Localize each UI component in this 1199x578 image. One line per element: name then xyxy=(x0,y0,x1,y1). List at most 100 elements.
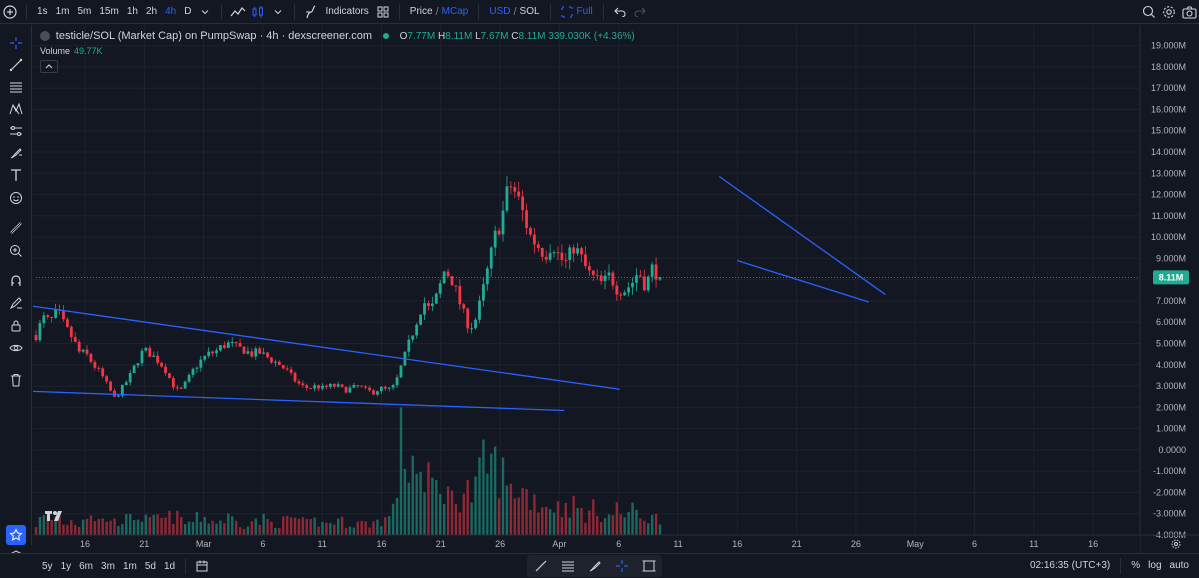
mcap-toggle[interactable]: MCap xyxy=(441,5,469,17)
candle-body xyxy=(525,210,528,229)
candle-body xyxy=(222,345,226,348)
trendline-lower-wedge-1[interactable] xyxy=(33,390,565,412)
trend-line-icon[interactable] xyxy=(6,55,26,75)
indicators-button[interactable]: Indicators xyxy=(325,5,369,17)
y-tick-label: 19.000M xyxy=(1151,41,1186,51)
favorites-star-icon[interactable] xyxy=(6,525,26,545)
timeframe-15m[interactable]: 15m xyxy=(99,5,119,17)
volume-bar xyxy=(470,502,473,535)
volume-bar xyxy=(635,509,638,535)
prediction-icon[interactable] xyxy=(6,121,26,141)
magnet-icon[interactable] xyxy=(6,271,26,291)
y-tick-label: 3.000M xyxy=(1156,381,1186,391)
range-1y[interactable]: 1y xyxy=(60,560,72,572)
range-5y[interactable]: 5y xyxy=(42,560,53,572)
ruler-icon[interactable] xyxy=(6,218,26,238)
candle-body xyxy=(144,347,148,351)
y-tick-label: 16.000M xyxy=(1151,104,1186,114)
log-toggle[interactable]: log xyxy=(1148,560,1162,571)
timeframe-5m[interactable]: 5m xyxy=(77,5,92,17)
chevron-down-icon[interactable] xyxy=(268,0,288,24)
volume-bar xyxy=(380,526,383,535)
lock-icon[interactable] xyxy=(6,316,26,336)
usd-toggle[interactable]: USD xyxy=(489,5,511,17)
auto-toggle[interactable]: auto xyxy=(1169,560,1189,571)
volume-bar xyxy=(544,506,548,535)
price-toggle[interactable]: Price xyxy=(409,5,433,17)
chart-title[interactable]: testicle/SOL (Market Cap) on PumpSwap · … xyxy=(55,30,373,42)
calendar-range-icon[interactable] xyxy=(192,554,212,578)
add-symbol-icon[interactable] xyxy=(0,0,20,24)
layouts-icon[interactable] xyxy=(373,0,393,24)
candle-body xyxy=(168,373,171,379)
timeframe-1h[interactable]: 1h xyxy=(126,5,138,17)
fullscreen-icon[interactable] xyxy=(557,0,577,24)
timeframe-d[interactable]: D xyxy=(184,5,192,17)
range-6m[interactable]: 6m xyxy=(79,560,94,572)
candle-body xyxy=(513,187,517,192)
volume-bar xyxy=(654,513,658,535)
candle-body xyxy=(97,367,101,369)
full-button[interactable]: Full xyxy=(576,5,593,17)
fib-retracement-icon[interactable] xyxy=(6,77,26,97)
crosshair-icon[interactable] xyxy=(612,556,632,576)
trash-icon[interactable] xyxy=(6,370,26,390)
volume-bar xyxy=(246,526,250,535)
collapse-legend-button[interactable] xyxy=(40,60,58,73)
trendline-upper-wedge-1[interactable] xyxy=(33,305,620,390)
trendline-upper-wedge-2[interactable] xyxy=(718,175,886,296)
redo-icon[interactable] xyxy=(630,0,650,24)
tradingview-logo[interactable] xyxy=(44,510,64,524)
sol-toggle[interactable]: SOL xyxy=(519,5,540,17)
settings-gear-icon[interactable] xyxy=(1159,0,1179,24)
undo-icon[interactable] xyxy=(610,0,630,24)
indicators-icon[interactable] xyxy=(301,0,321,24)
timeframe-1m[interactable]: 1m xyxy=(55,5,70,17)
fib-tool-icon[interactable] xyxy=(558,556,578,576)
candle-body xyxy=(242,346,246,354)
candle-body xyxy=(540,247,544,257)
clock-display[interactable]: 02:16:35 (UTC+3) xyxy=(1029,560,1111,571)
price-chart[interactable]: 19.000M 18.000M 17.000M 16.000M 15.000M 14.00… xyxy=(33,25,1199,553)
close-value: 8.11M xyxy=(518,31,546,42)
trendline-lower-wedge-2[interactable] xyxy=(736,259,869,303)
divider xyxy=(26,3,27,20)
percent-toggle[interactable]: % xyxy=(1131,560,1141,571)
x-tick-label: 21 xyxy=(436,539,446,549)
chevron-down-icon[interactable] xyxy=(195,0,215,24)
brush-icon[interactable] xyxy=(6,143,26,163)
text-icon[interactable] xyxy=(6,165,26,185)
range-1d[interactable]: 1d xyxy=(163,560,176,572)
volume-bar xyxy=(482,439,485,535)
volume-bar xyxy=(619,514,622,535)
brush-icon[interactable] xyxy=(585,556,605,576)
candle-body xyxy=(391,385,395,388)
time-axis[interactable]: 16 21 Mar 6 11 16 21 26 Apr 6 11 16 21 26 May 6 11 16 xyxy=(80,539,1098,549)
low-value: 7.67M xyxy=(480,31,509,42)
open-key: O xyxy=(399,31,408,42)
axis-settings-gear-icon[interactable] xyxy=(1171,539,1181,549)
alert-icon[interactable] xyxy=(1139,0,1159,24)
stay-in-drawing-mode-icon[interactable] xyxy=(6,293,26,313)
line-chart-icon[interactable] xyxy=(228,0,248,24)
zoom-in-icon[interactable] xyxy=(6,241,26,261)
candle-body xyxy=(207,351,211,356)
range-1m[interactable]: 1m xyxy=(122,560,137,572)
eye-icon[interactable] xyxy=(6,338,26,358)
timeframe-2h[interactable]: 2h xyxy=(145,5,158,17)
volume-bar xyxy=(77,527,81,535)
timeframe-1s[interactable]: 1s xyxy=(37,5,48,17)
crosshair-icon[interactable] xyxy=(6,33,26,53)
volume-bar xyxy=(399,407,403,535)
pattern-icon[interactable] xyxy=(6,99,26,119)
trend-line-icon[interactable] xyxy=(531,556,551,576)
candle-chart-icon[interactable] xyxy=(248,0,268,24)
camera-icon[interactable] xyxy=(1179,0,1199,24)
range-3m[interactable]: 3m xyxy=(101,560,115,572)
volume-bar xyxy=(121,524,124,535)
volume-bar xyxy=(647,523,650,535)
selection-frame-icon[interactable] xyxy=(639,556,659,576)
range-5d[interactable]: 5d xyxy=(144,560,156,572)
timeframe-4h[interactable]: 4h xyxy=(165,5,177,17)
emoji-icon[interactable] xyxy=(6,188,26,208)
